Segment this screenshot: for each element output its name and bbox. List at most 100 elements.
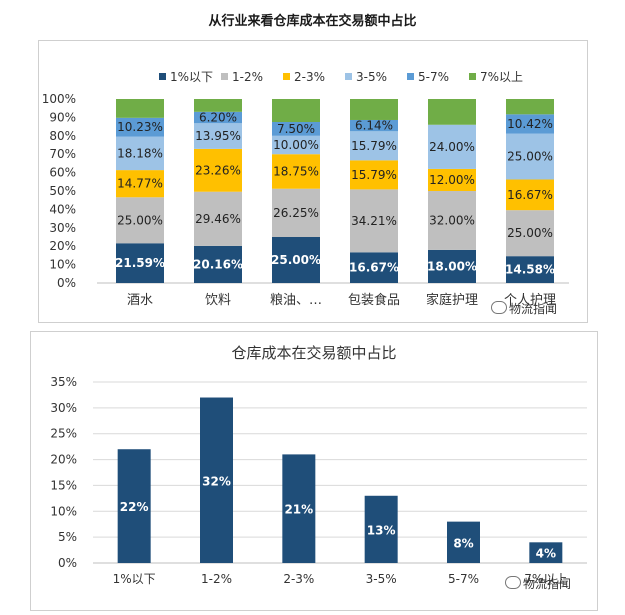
bar	[364, 495, 398, 563]
data-label: 10.42%	[507, 117, 553, 131]
y-tick-label: 30%	[49, 221, 76, 235]
bar-segment	[350, 160, 398, 190]
category-label: 粮油、…	[270, 293, 322, 308]
category-label: 5-7%	[448, 572, 479, 586]
watermark-2: 物流指闻	[505, 575, 571, 592]
bar-chart-panel: 仓库成本在交易额中占比 0% 5% 10% 15% 20% 25% 30% 35% 22% 1%以下…	[30, 331, 598, 611]
bar-segment	[506, 99, 554, 115]
bar-segment	[116, 243, 164, 283]
bar	[117, 449, 151, 563]
bar-segment	[116, 170, 164, 198]
bar-segment	[116, 136, 164, 171]
y-tick-label: 35%	[50, 375, 77, 389]
bar-segment	[194, 148, 242, 192]
stacked-bar-chart: 0% 10% 20% 30% 40% 50% 60% 70% 80% 90% 100% 1%以下 1-2…	[42, 70, 569, 308]
y-tick-label: 5%	[58, 530, 77, 544]
data-label: 6.20%	[199, 111, 237, 125]
data-label: 21.59%	[115, 256, 165, 270]
bar-segment	[116, 197, 164, 244]
data-label: 18.00%	[427, 259, 477, 273]
y-tick-label: 100%	[42, 92, 76, 106]
data-label: 29.46%	[195, 212, 241, 226]
data-label: 25.00%	[117, 213, 163, 227]
bar-segment	[116, 117, 164, 137]
bar	[282, 454, 316, 563]
bar-segment	[428, 249, 476, 283]
legend-swatch	[283, 73, 290, 80]
data-label: 25.00%	[507, 150, 553, 164]
watermark-1: 物流指闻	[491, 300, 557, 317]
category-label: 7%以上	[524, 572, 567, 586]
category-label: 1%以下	[113, 572, 156, 586]
data-label: 24.00%	[429, 140, 475, 154]
data-label: 20.16%	[193, 257, 243, 271]
legend-label: 5-7%	[418, 70, 449, 84]
watermark-text: 物流指闻	[523, 577, 572, 591]
legend-swatch	[345, 73, 352, 80]
y-tick-label: 20%	[49, 239, 76, 253]
bar-segment	[506, 114, 554, 134]
y-tick-label: 60%	[49, 166, 76, 180]
data-label: 13%	[367, 523, 396, 537]
bar-segment	[506, 133, 554, 180]
stacked-bar-chart-panel: 0% 10% 20% 30% 40% 50% 60% 70% 80% 90% 100% 1%以下 1-2…	[38, 40, 588, 323]
bar	[200, 397, 233, 563]
data-label: 10.23%	[117, 120, 163, 134]
y-tick-label: 10%	[50, 504, 77, 518]
bar-segment	[428, 124, 476, 169]
data-label: 18.18%	[117, 146, 163, 160]
y-tick-label: 90%	[49, 110, 76, 124]
category-label: 3-5%	[366, 572, 397, 586]
data-label: 16.67%	[349, 261, 399, 275]
y-tick-label: 80%	[49, 129, 76, 143]
data-label: 13.95%	[195, 129, 241, 143]
data-label: 8%	[453, 536, 473, 550]
bar-segment	[116, 99, 164, 118]
data-label: 25.00%	[271, 253, 321, 267]
category-label: 2-3%	[283, 572, 314, 586]
bar-segment	[194, 191, 242, 246]
y-tick-label: 10%	[49, 258, 76, 272]
data-label: 26.25%	[273, 206, 319, 220]
bar-segment	[428, 99, 476, 125]
legend-label: 2-3%	[294, 70, 325, 84]
category-label: 酒水	[127, 293, 153, 308]
bar-segment	[428, 191, 476, 250]
bar-segment	[350, 119, 398, 132]
bar	[529, 542, 563, 563]
category-label: 饮料	[205, 293, 231, 308]
bar	[447, 521, 480, 563]
legend-label: 1-2%	[232, 70, 263, 84]
data-label: 18.75%	[273, 164, 319, 178]
data-label: 12.00%	[429, 173, 475, 187]
bar-segment	[272, 122, 320, 136]
bar-segment	[506, 210, 554, 257]
y-tick-label: 15%	[50, 478, 77, 492]
data-label: 32.00%	[429, 213, 475, 227]
data-label: 22%	[120, 500, 149, 514]
y-tick-label: 40%	[49, 202, 76, 216]
bar-segment	[350, 131, 398, 161]
bar-segment	[272, 237, 320, 283]
y-tick-label: 30%	[50, 401, 77, 415]
y-tick-label: 70%	[49, 147, 76, 161]
bar-segment	[350, 99, 398, 120]
bar-chart: 仓库成本在交易额中占比 0% 5% 10% 15% 20% 25% 30% 35% 22% 1%以下…	[50, 344, 587, 586]
bar-segment	[272, 188, 320, 237]
data-label: 16.67%	[507, 188, 553, 202]
bar-segment	[272, 135, 320, 155]
bar-segment	[194, 123, 242, 149]
bar-segment	[194, 245, 242, 283]
bar-segment	[194, 111, 242, 124]
data-label: 32%	[202, 474, 231, 488]
y-tick-label: 20%	[50, 453, 77, 467]
bar-segment	[350, 252, 398, 283]
data-label: 23.26%	[195, 163, 241, 177]
legend-label: 7%以上	[480, 70, 523, 84]
data-label: 21%	[284, 503, 313, 517]
bar-segment	[428, 168, 476, 191]
page-title: 从行业来看仓库成本在交易额中占比	[208, 14, 417, 29]
legend-swatch	[159, 73, 166, 80]
wechat-icon	[505, 576, 521, 589]
category-label: 包装食品	[348, 292, 400, 308]
